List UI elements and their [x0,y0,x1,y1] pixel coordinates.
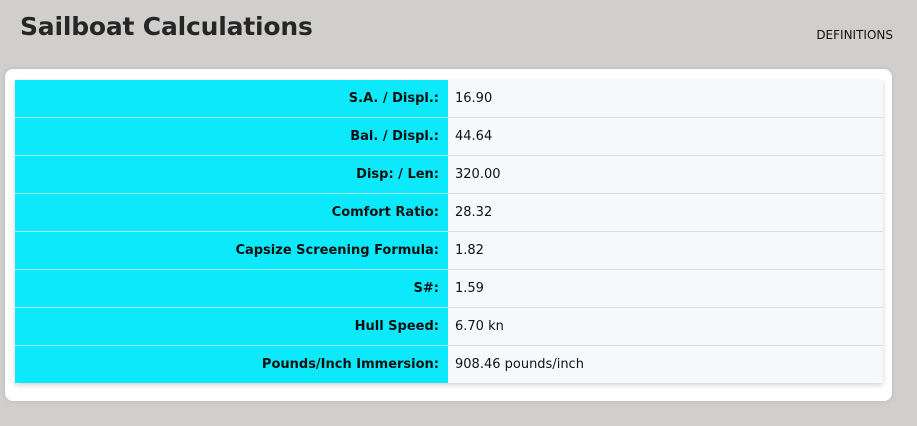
row-label-sa-displ: S.A. / Displ.: [15,80,448,118]
table-row: Capsize Screening Formula: 1.82 [15,231,883,270]
row-label-s-number: S#: [15,269,448,308]
row-label-disp-len: Disp: / Len: [15,155,448,194]
row-label-bal-displ: Bal. / Displ.: [15,117,448,156]
row-value-pounds-inch-immersion: 908.46 pounds/inch [448,345,883,383]
row-value-sa-displ: 16.90 [448,80,883,118]
table-row: S#: 1.59 [15,269,883,308]
row-value-s-number: 1.59 [448,269,883,308]
table-row: S.A. / Displ.: 16.90 [15,80,883,118]
row-value-capsize-screening: 1.82 [448,231,883,270]
table-row: Hull Speed: 6.70 kn [15,307,883,346]
definitions-link[interactable]: DEFINITIONS [816,28,893,42]
table-row: Pounds/Inch Immersion: 908.46 pounds/inc… [15,345,883,383]
table-row: Disp: / Len: 320.00 [15,155,883,194]
calculations-table: S.A. / Displ.: 16.90 Bal. / Displ.: 44.6… [15,80,883,383]
table-row: Comfort Ratio: 28.32 [15,193,883,232]
row-value-bal-displ: 44.64 [448,117,883,156]
row-value-hull-speed: 6.70 kn [448,307,883,346]
row-label-capsize-screening: Capsize Screening Formula: [15,231,448,270]
row-value-disp-len: 320.00 [448,155,883,194]
table-row: Bal. / Displ.: 44.64 [15,117,883,156]
row-label-pounds-inch-immersion: Pounds/Inch Immersion: [15,345,448,383]
page-title: Sailboat Calculations [20,12,313,41]
calculations-card: S.A. / Displ.: 16.90 Bal. / Displ.: 44.6… [5,69,892,401]
row-value-comfort-ratio: 28.32 [448,193,883,232]
row-label-hull-speed: Hull Speed: [15,307,448,346]
row-label-comfort-ratio: Comfort Ratio: [15,193,448,232]
